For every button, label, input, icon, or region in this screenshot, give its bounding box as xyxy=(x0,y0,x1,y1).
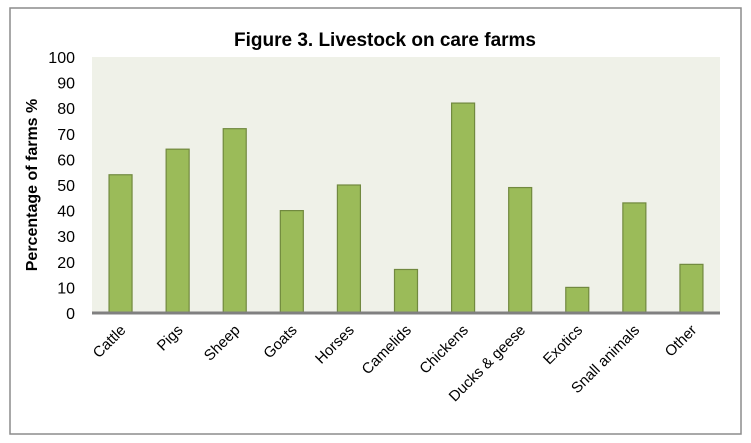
y-tick-label: 80 xyxy=(57,101,75,118)
bar-snall-animals xyxy=(622,202,647,314)
bar-camelids xyxy=(393,268,419,314)
bar-horses xyxy=(336,184,362,314)
bar-other xyxy=(679,263,704,314)
bar-cattle xyxy=(108,174,133,314)
y-tick-label: 60 xyxy=(57,152,75,169)
y-tick-label: 20 xyxy=(57,255,75,272)
y-tick-label: 30 xyxy=(57,229,75,246)
bar-exotics xyxy=(565,286,590,314)
y-tick-label: 40 xyxy=(57,204,75,221)
bar-chickens xyxy=(450,102,476,314)
y-tick-label: 100 xyxy=(48,50,75,67)
y-tick-label: 0 xyxy=(66,306,75,323)
bar-sheep xyxy=(222,128,247,314)
y-tick-label: 50 xyxy=(57,178,75,195)
bar-pigs xyxy=(165,148,190,314)
chart-title: Figure 3. Livestock on care farms xyxy=(234,30,536,51)
y-tick-label: 10 xyxy=(57,280,75,297)
y-axis-label: Percentage of farms % xyxy=(24,99,41,272)
y-tick-label: 70 xyxy=(57,127,75,144)
y-tick-label: 90 xyxy=(57,76,75,93)
bar-ducks-geese xyxy=(508,186,533,314)
bar-goats xyxy=(279,210,304,314)
